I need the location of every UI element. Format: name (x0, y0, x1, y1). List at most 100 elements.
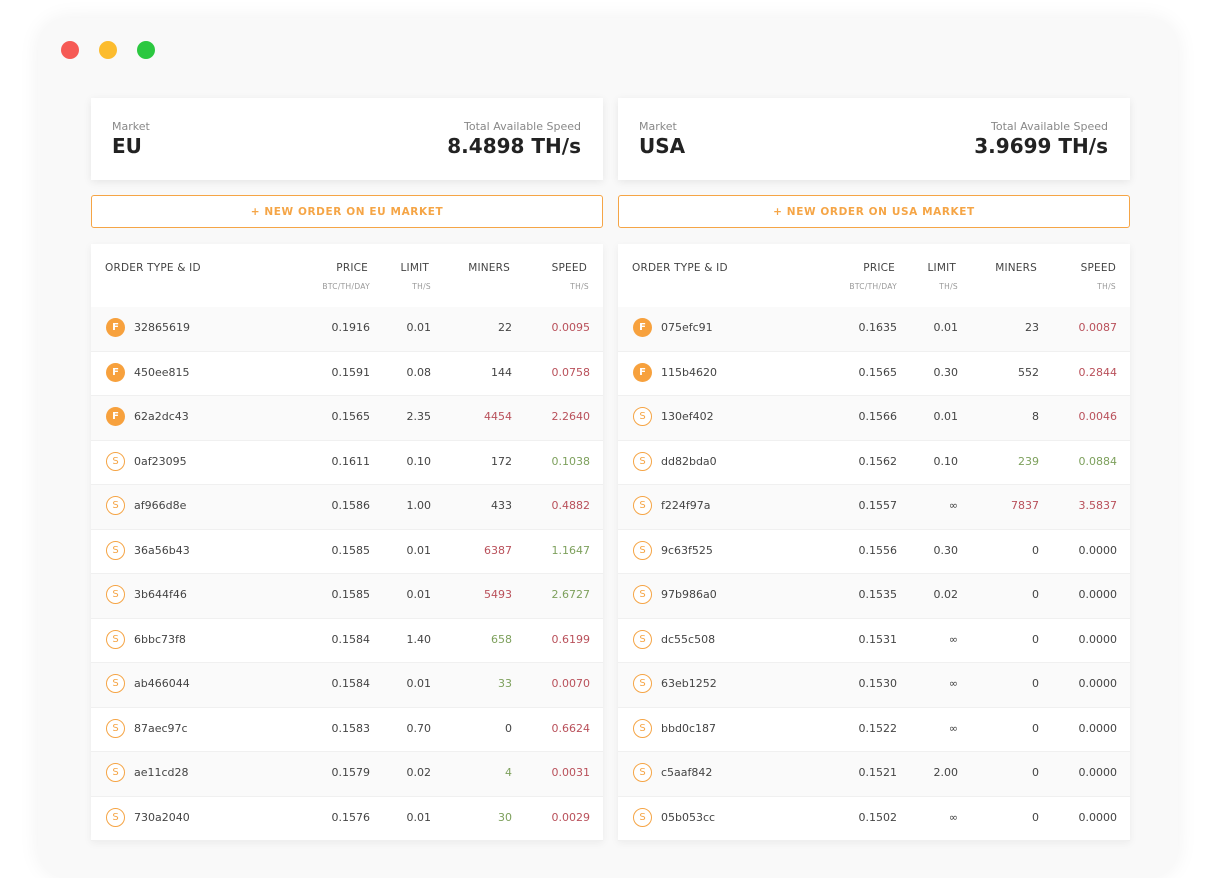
order-id: 730a2040 (134, 810, 190, 824)
order-speed: 0.0070 (551, 677, 591, 690)
col-miners[interactable]: MINERS (995, 262, 1037, 274)
order-speed: 0.0000 (1078, 677, 1118, 690)
market-column-eu: Market EU Total Available Speed 8.4898 T… (91, 98, 603, 841)
order-limit: 1.40 (406, 632, 432, 646)
standard-order-icon: S (106, 451, 125, 471)
order-limit: 0.70 (406, 721, 432, 735)
order-speed: 0.6199 (551, 632, 591, 646)
order-speed: 2.2640 (551, 410, 591, 423)
order-row[interactable]: F 075efc91 0.1635 0.01 23 0.0087 (618, 307, 1130, 352)
order-limit: ∞ (948, 677, 958, 690)
order-row[interactable]: S 87aec97c 0.1583 0.70 0 0.6624 (91, 708, 603, 752)
order-speed: 0.0000 (1078, 766, 1118, 779)
order-price: 0.1585 (331, 543, 371, 557)
maximize-window-button[interactable] (137, 41, 155, 59)
order-limit: 1.00 (406, 499, 432, 512)
order-miners: 23 (1025, 321, 1039, 334)
col-limit[interactable]: LIMIT (927, 262, 956, 274)
order-row[interactable]: S 63eb1252 0.1530 ∞ 0 0.0000 (618, 663, 1130, 708)
col-order-type-id[interactable]: ORDER TYPE & ID (105, 262, 201, 274)
order-row[interactable]: S 3b644f46 0.1585 0.01 5493 2.6727 (91, 574, 603, 619)
new-order-usa-button[interactable]: + NEW ORDER ON USA MARKET (618, 195, 1130, 228)
order-row[interactable]: S 6bbc73f8 0.1584 1.40 658 0.6199 (91, 619, 603, 663)
order-id: 36a56b43 (134, 543, 190, 557)
fixed-order-icon: F (633, 318, 652, 337)
order-speed: 0.2844 (1078, 365, 1118, 379)
order-limit: 0.10 (933, 454, 959, 468)
order-row[interactable]: S 0af23095 0.1611 0.10 172 0.1038 (91, 441, 603, 485)
order-price: 0.1579 (331, 766, 371, 779)
orders-table-eu: ORDER TYPE & ID PRICE BTC/TH/DAY LIMIT T… (91, 244, 603, 841)
standard-order-icon: S (106, 763, 125, 782)
col-speed[interactable]: SPEED (551, 262, 587, 274)
order-speed: 0.0884 (1078, 454, 1118, 468)
col-speed[interactable]: SPEED (1080, 262, 1116, 274)
order-id: 6bbc73f8 (134, 632, 186, 646)
order-price: 0.1584 (331, 677, 371, 690)
order-limit: 0.01 (933, 321, 959, 334)
total-speed-label: Total Available Speed (991, 120, 1108, 133)
order-limit: 0.10 (406, 454, 432, 468)
close-window-button[interactable] (61, 41, 79, 59)
col-limit[interactable]: LIMIT (400, 262, 429, 274)
col-price[interactable]: PRICE (863, 262, 895, 274)
order-speed: 3.5837 (1078, 499, 1118, 512)
order-speed: 0.0095 (551, 321, 591, 334)
standard-order-icon: S (633, 451, 652, 471)
col-limit-unit: TH/S (412, 282, 431, 291)
order-price: 0.1576 (331, 810, 371, 824)
order-miners: 239 (1018, 454, 1039, 468)
new-order-eu-button[interactable]: + NEW ORDER ON EU MARKET (91, 195, 603, 228)
order-id: 05b053cc (661, 810, 716, 824)
order-row[interactable]: S 130ef402 0.1566 0.01 8 0.0046 (618, 396, 1130, 441)
order-price: 0.1562 (858, 454, 898, 468)
order-miners: 22 (498, 321, 512, 334)
order-limit: 0.02 (406, 766, 432, 779)
col-miners[interactable]: MINERS (468, 262, 510, 274)
order-id: 63eb1252 (661, 677, 717, 690)
order-id: 0af23095 (134, 454, 187, 468)
order-row[interactable]: S 36a56b43 0.1585 0.01 6387 1.1647 (91, 530, 603, 574)
order-limit: 2.35 (406, 410, 432, 423)
col-price[interactable]: PRICE (336, 262, 368, 274)
order-price: 0.1565 (331, 410, 371, 423)
order-row[interactable]: S 97b986a0 0.1535 0.02 0 0.0000 (618, 574, 1130, 619)
col-price-unit: BTC/TH/DAY (849, 282, 897, 291)
standard-order-icon: S (106, 629, 125, 649)
order-miners: 0 (505, 721, 512, 735)
order-id: bbd0c187 (661, 721, 716, 735)
standard-order-icon: S (633, 496, 652, 515)
order-miners: 0 (1032, 766, 1039, 779)
order-limit: 0.08 (406, 365, 432, 379)
order-price: 0.1565 (858, 365, 898, 379)
minimize-window-button[interactable] (99, 41, 117, 59)
orders-table-header: ORDER TYPE & ID PRICE BTC/TH/DAY LIMIT T… (618, 244, 1130, 307)
order-row[interactable]: F 450ee815 0.1591 0.08 144 0.0758 (91, 352, 603, 396)
order-price: 0.1522 (858, 721, 898, 735)
order-miners: 0 (1032, 721, 1039, 735)
order-row[interactable]: S 05b053cc 0.1502 ∞ 0 0.0000 (618, 797, 1130, 841)
standard-order-icon: S (106, 807, 125, 827)
order-row[interactable]: S 9c63f525 0.1556 0.30 0 0.0000 (618, 530, 1130, 574)
standard-order-icon: S (633, 629, 652, 649)
order-row[interactable]: F 32865619 0.1916 0.01 22 0.0095 (91, 307, 603, 352)
col-order-type-id[interactable]: ORDER TYPE & ID (632, 262, 728, 274)
order-id: 62a2dc43 (134, 410, 189, 423)
market-card-eu: Market EU Total Available Speed 8.4898 T… (91, 98, 603, 180)
order-id: dc55c508 (661, 632, 716, 646)
order-row[interactable]: F 62a2dc43 0.1565 2.35 4454 2.2640 (91, 396, 603, 441)
order-id: 115b4620 (661, 365, 717, 379)
order-row[interactable]: S 730a2040 0.1576 0.01 30 0.0029 (91, 797, 603, 841)
fixed-order-icon: F (106, 407, 125, 426)
order-id: 3b644f46 (134, 588, 187, 601)
order-row[interactable]: F 115b4620 0.1565 0.30 552 0.2844 (618, 352, 1130, 396)
order-miners: 6387 (484, 543, 512, 557)
